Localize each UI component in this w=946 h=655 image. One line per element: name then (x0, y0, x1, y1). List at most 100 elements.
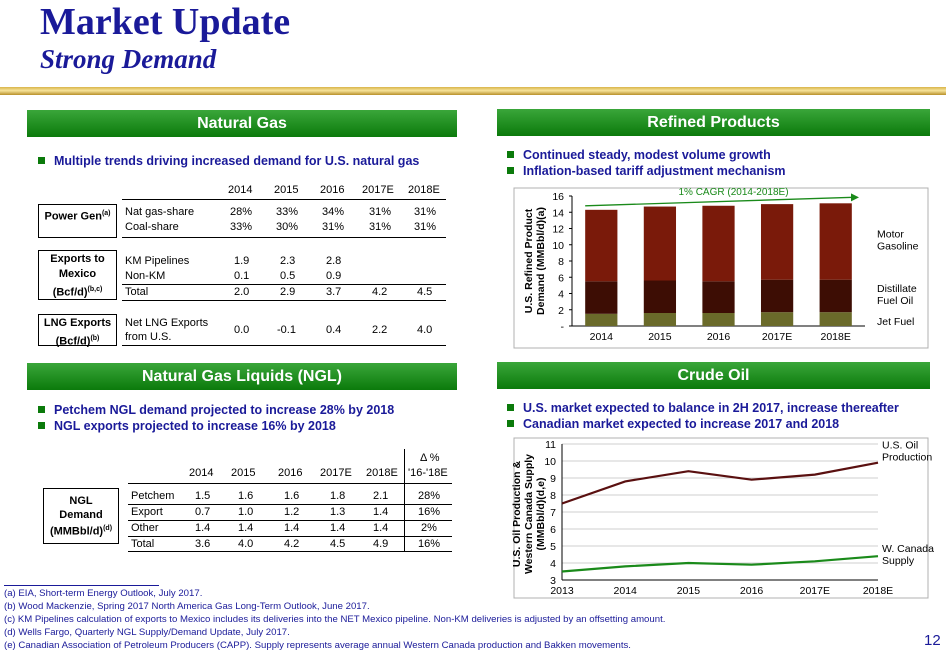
crude-bullet: U.S. market expected to balance in 2H 20… (507, 401, 899, 415)
ngl-year: 2014 (189, 467, 214, 479)
bar-segment (819, 203, 852, 280)
ngl-delta: 28% (418, 490, 441, 502)
ng-year: 2018E (408, 184, 440, 196)
ng-cell: 4.0 (417, 324, 433, 336)
crude-bullet-text: U.S. market expected to balance in 2H 20… (523, 401, 899, 415)
legend-label: Distillate (877, 283, 917, 295)
chart-frame (513, 437, 929, 599)
ngl-cell: 1.4 (238, 522, 254, 534)
y-tick-label: 12 (552, 224, 564, 236)
ngl-label-line: Demand (59, 509, 103, 521)
ng-cell: 33% (276, 206, 299, 218)
ngl-delta-header: '16-'18E (408, 467, 448, 479)
y-axis-label-line: Western Canada Supply (523, 454, 535, 574)
y-tick-label: 11 (545, 439, 556, 451)
table-rule (122, 199, 446, 200)
footnote: (c) KM Pipelines calculation of exports … (4, 614, 666, 625)
bullet-square-icon (507, 167, 514, 174)
exports-mexico-label: Exports to Mexico (Bcf/d)(b,c) (38, 250, 117, 300)
x-tick-label: 2015 (648, 331, 672, 343)
ng-cell: 0.9 (326, 270, 342, 282)
ng-cell: 0.0 (234, 324, 250, 336)
y-axis-label-line: U.S. Oil Production & (511, 460, 523, 567)
ngl-row-name: Other (131, 522, 159, 534)
y-axis-label: U.S. Oil Production &Western Canada Supp… (511, 454, 547, 574)
x-tick-label: 2013 (550, 585, 574, 597)
chart-frame (513, 187, 929, 349)
ng-year: 2014 (228, 184, 253, 196)
bar-segment (819, 279, 852, 313)
y-tick-label: 6 (558, 272, 564, 284)
ng-cell: 3.7 (326, 286, 342, 298)
y-tick-label: 14 (552, 207, 564, 219)
ng-year: 2017E (362, 184, 394, 196)
y-tick-label: 3 (550, 575, 556, 587)
refined-products-banner: Refined Products (497, 109, 930, 136)
ngl-banner: Natural Gas Liquids (NGL) (27, 363, 457, 390)
y-axis-label-line: Demand (MMBbl/d)(a) (535, 207, 547, 315)
ngl-cell: 1.6 (238, 490, 254, 502)
page-subtitle: Strong Demand (40, 44, 217, 74)
y-tick-label: 10 (544, 456, 556, 468)
ngl-row-name: Total (131, 538, 155, 550)
lng-exports-label: LNG Exports (Bcf/d)(b) (38, 314, 117, 348)
bullet-square-icon (38, 157, 45, 164)
x-tick-label: 2018E (863, 585, 893, 597)
legend-label: Fuel Oil (877, 295, 913, 307)
ng-cell: 31% (369, 206, 392, 218)
ng-cell: 31% (414, 221, 437, 233)
ng-year: 2016 (320, 184, 345, 196)
ng-cell: 2.3 (280, 255, 296, 267)
ngl-cell: 1.5 (195, 490, 211, 502)
footnote: (e) Canadian Association of Petroleum Pr… (4, 640, 631, 651)
table-rule (128, 536, 452, 537)
ng-cell: 31% (369, 221, 392, 233)
ngl-cell: 2.1 (373, 490, 389, 502)
series-line (561, 461, 879, 505)
ng-row-name: Non-KM (125, 270, 166, 282)
ngl-cell: 1.3 (330, 506, 346, 518)
bar-segment (702, 205, 735, 282)
exports-note: (b,c) (87, 286, 103, 293)
ngl-cell: 0.7 (195, 506, 211, 518)
legend-label: Gasoline (877, 241, 919, 253)
bar-segment (760, 279, 794, 313)
legend-label: U.S. Oil (882, 440, 918, 452)
bullet-square-icon (38, 422, 45, 429)
bar-segment (585, 281, 618, 314)
ng-cell: 0.5 (280, 270, 296, 282)
x-tick-label: 2017E (762, 331, 792, 343)
ngl-cell: 1.2 (284, 506, 300, 518)
y-tick-label: 5 (550, 541, 556, 553)
ng-year: 2015 (274, 184, 299, 196)
y-axis-label: U.S. Refined ProductDemand (MMBbl/d)(a) (523, 207, 547, 315)
ng-cell: 4.2 (372, 286, 388, 298)
lng-note: (b) (90, 335, 100, 342)
table-rule (128, 551, 452, 552)
ng-cell: 4.5 (417, 286, 433, 298)
crude-oil-chart: 3 4 5 6 7 8 9 10 11 2013 2014 2015 2016 2017E 2018E U.S… (511, 437, 934, 599)
y-tick-label: 9 (550, 473, 556, 485)
ngl-bullet: NGL exports projected to increase 16% by… (38, 419, 336, 433)
refined-products-chart: - 2 4 6 8 10 12 14 16 U.S. Refined ProductDemand … (513, 187, 929, 349)
bar-segment (585, 313, 618, 326)
ngl-bullet: Petchem NGL demand projected to increase… (38, 403, 394, 417)
ng-row-name: from U.S. (125, 331, 172, 343)
cagr-arrow-head-icon (851, 193, 859, 202)
table-rule (122, 345, 446, 346)
exports-label-line: Exports to (50, 253, 105, 265)
refined-bullet-text: Inflation-based tariff adjustment mechan… (523, 164, 786, 178)
ng-cell: 2.2 (372, 324, 388, 336)
page-number: 12 (924, 632, 941, 649)
ngl-bullet-text: Petchem NGL demand projected to increase… (54, 403, 395, 417)
footnote: (d) Wells Fargo, Quarterly NGL Supply/De… (4, 627, 290, 638)
ngl-demand-label: NGL Demand (MMBbl/d)(d) (43, 488, 119, 544)
ng-cell: 31% (322, 221, 345, 233)
y-tick-label: 6 (550, 524, 556, 536)
bar-segment (819, 312, 852, 326)
ngl-cell: 4.0 (238, 538, 254, 550)
natural-gas-banner: Natural Gas (27, 110, 457, 137)
ngl-cell: 1.4 (284, 522, 300, 534)
ngl-cell: 4.2 (284, 538, 300, 550)
ng-row-name: Net LNG Exports (125, 317, 209, 329)
